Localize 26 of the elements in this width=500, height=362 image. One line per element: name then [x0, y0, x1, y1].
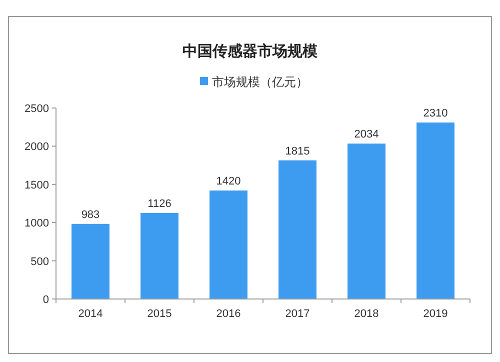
chart-title: 中国传感器市场规模 — [182, 42, 318, 60]
y-tick-label: 1000 — [24, 218, 49, 230]
x-tick-label: 2017 — [285, 308, 310, 320]
legend-label: 市场规模（亿元） — [212, 75, 308, 89]
data-label: 1815 — [285, 145, 310, 158]
y-tick-label: 0 — [42, 294, 49, 306]
y-tick-label: 500 — [30, 256, 49, 268]
data-label: 983 — [81, 208, 100, 221]
data-label: 2310 — [423, 108, 448, 120]
x-tick-label: 2015 — [147, 308, 172, 320]
bar — [210, 190, 248, 299]
bar — [416, 122, 454, 299]
y-tick-label: 2000 — [24, 141, 49, 154]
data-label: 1126 — [148, 198, 172, 210]
bar — [278, 160, 316, 299]
x-tick-label: 2016 — [216, 308, 241, 320]
bar — [72, 224, 110, 299]
bar — [140, 212, 178, 299]
data-label: 2034 — [354, 128, 379, 141]
data-label: 1420 — [216, 176, 241, 188]
y-tick-label: 2500 — [24, 103, 49, 115]
y-tick-label: 1500 — [24, 179, 49, 192]
x-tick-label: 2014 — [78, 308, 103, 320]
x-tick-label: 2018 — [354, 308, 379, 320]
x-tick-label: 2019 — [423, 308, 448, 320]
bar — [348, 144, 386, 299]
